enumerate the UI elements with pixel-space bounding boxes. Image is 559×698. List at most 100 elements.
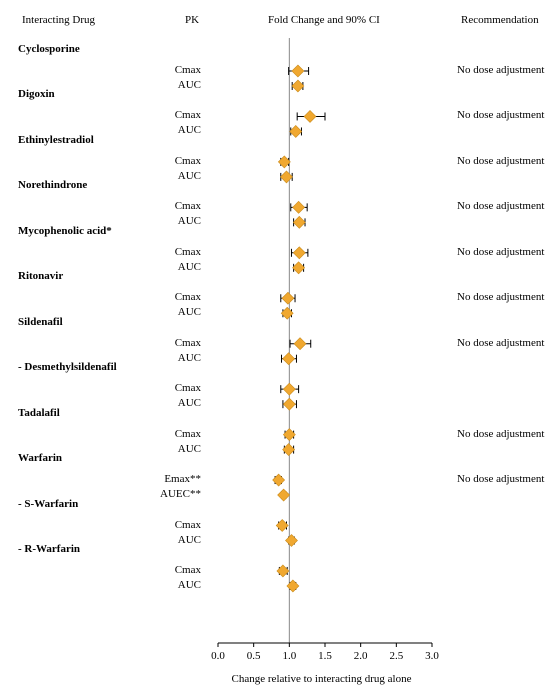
pk-label: AUC [177,397,201,410]
header-recommendation: Recommendation [461,14,539,26]
ci-row [291,79,305,93]
pk-label: Cmax [174,518,201,531]
header-interacting-drug: Interacting Drug [22,14,95,26]
point-estimate-marker [282,382,296,396]
point-estimate-marker [276,564,290,578]
pk-label: Cmax [174,200,201,213]
drug-label: Norethindrone [18,179,88,192]
point-estimate-marker [282,352,296,366]
x-tick-label: 0.5 [247,650,261,662]
point-estimate-marker [292,246,306,260]
ci-row [275,519,289,532]
drug-label: Ritonavir [18,270,64,283]
recommendation-label: No dose adjustment [457,200,545,213]
ci-row [280,382,300,396]
point-estimate-marker [282,443,296,457]
ci-row [277,155,291,169]
point-estimate-marker [281,291,295,305]
ci-row [289,125,303,138]
point-estimate-marker [293,337,307,351]
point-estimate-marker [292,200,306,214]
point-estimate-marker [272,473,286,487]
recommendation-label: No dose adjustment [457,336,545,349]
drug-label: Ethinylestradiol [18,133,94,146]
x-axis-label: Change relative to interacting drug alon… [231,673,412,685]
pk-label: Cmax [174,291,201,304]
point-estimate-marker [292,261,306,275]
recommendation-label: No dose adjustment [457,245,545,258]
ci-row [282,443,296,457]
ci-row [276,564,290,578]
recommendation-label: No dose adjustment [457,473,545,486]
pk-label: AUC [177,306,201,319]
ci-row [285,534,298,547]
drug-label: - S-Warfarin [18,497,79,510]
point-estimate-marker [277,488,291,502]
x-tick-label: 1.5 [318,650,332,662]
recommendation-label: No dose adjustment [457,109,545,122]
point-estimate-marker [277,155,291,169]
point-estimate-marker [280,170,293,184]
ci-row [277,488,291,502]
x-tick-label: 2.0 [354,650,368,662]
point-estimate-marker [291,79,305,93]
point-estimate-marker [286,579,300,593]
ci-row [296,110,326,123]
drug-label: Sildenafil [18,315,63,328]
pk-label: AUC [177,578,201,591]
pk-label: AUC [177,124,201,137]
drug-label: Tadalafil [18,406,60,419]
point-estimate-marker [280,306,294,320]
pk-label: Cmax [174,382,201,395]
ci-row [282,428,296,442]
ci-row [280,291,296,305]
ci-row [282,397,297,411]
point-estimate-marker [282,428,296,442]
drug-label: Digoxin [18,88,55,101]
pk-label: AUEC** [160,488,201,501]
header-fold-change: Fold Change and 90% CI [268,14,380,26]
recommendation-label: No dose adjustment [457,64,545,76]
point-estimate-marker [282,397,296,411]
pk-label: AUC [177,215,201,228]
ci-row [280,352,297,366]
pk-label: Cmax [174,336,201,349]
pk-label: AUC [177,169,201,182]
ci-row [280,170,293,184]
ci-row [286,579,300,593]
ci-row [280,306,294,320]
header-pk: PK [185,14,200,26]
pk-label: Cmax [174,64,201,76]
recommendation-label: No dose adjustment [457,154,545,167]
drug-label: Cyclosporine [18,43,80,55]
x-tick-label: 1.0 [282,650,296,662]
point-estimate-marker [289,125,303,138]
ci-row [289,337,312,351]
point-estimate-marker [303,110,317,123]
recommendation-label: No dose adjustment [457,427,545,440]
drug-label: Warfarin [18,452,62,465]
ci-row [288,64,310,78]
pk-label: AUC [177,442,201,455]
ci-row [272,473,286,487]
drug-label: - R-Warfarin [18,542,81,555]
pk-label: AUC [177,260,201,273]
point-estimate-marker [285,534,298,547]
drug-label: - Desmethylsildenafil [18,361,117,374]
pk-label: Cmax [174,154,201,167]
pk-label: AUC [177,79,201,91]
x-tick-label: 3.0 [425,650,439,662]
point-estimate-marker [275,519,289,532]
pk-label: AUC [177,533,201,546]
pk-label: Cmax [174,427,201,440]
ci-row [292,261,306,275]
pk-label: Cmax [174,109,201,122]
x-tick-label: 2.5 [389,650,403,662]
ci-row [292,215,306,229]
pk-label: Cmax [174,563,201,576]
x-tick-label: 0.0 [211,650,225,662]
recommendation-label: No dose adjustment [457,291,545,304]
point-estimate-marker [291,64,305,78]
